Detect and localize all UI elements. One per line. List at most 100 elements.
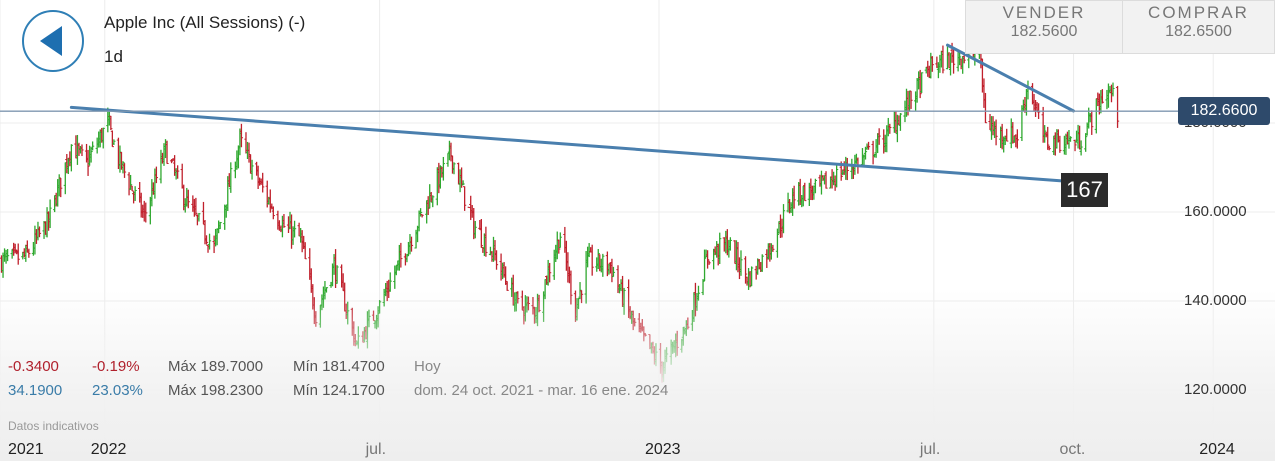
ohlc-bar bbox=[760, 254, 764, 272]
range-change-pct: 23.03% bbox=[92, 382, 143, 399]
buy-label: COMPRAR bbox=[1148, 3, 1249, 22]
ohlc-bar bbox=[431, 195, 435, 208]
ohlc-bar bbox=[303, 242, 307, 260]
ohlc-bar bbox=[728, 237, 732, 251]
interval-label[interactable]: 1d bbox=[104, 47, 123, 66]
ohlc-bar bbox=[548, 262, 552, 283]
disclaimer-text: Datos indicativos bbox=[8, 419, 99, 433]
ohlc-bar bbox=[1090, 110, 1094, 135]
ohlc-bar bbox=[463, 186, 467, 211]
ohlc-bar bbox=[494, 250, 499, 270]
ohlc-bar bbox=[130, 185, 134, 192]
ohlc-bar bbox=[109, 115, 113, 131]
y-tick-label: 160.0000 bbox=[1184, 203, 1247, 220]
ohlc-bar bbox=[918, 69, 922, 99]
ohlc-bar bbox=[122, 163, 127, 178]
ohlc-bar bbox=[792, 185, 796, 209]
buy-price: 182.6500 bbox=[1165, 23, 1232, 40]
ohlc-bar bbox=[803, 182, 807, 202]
ohlc-bar bbox=[409, 236, 414, 252]
ohlc-bar bbox=[218, 221, 222, 230]
ohlc-bar bbox=[739, 250, 743, 276]
ohlc-bar bbox=[194, 197, 198, 216]
ohlc-bar bbox=[813, 178, 817, 194]
ohlc-bar bbox=[702, 249, 707, 282]
ohlc-bar bbox=[16, 243, 20, 265]
ohlc-bar bbox=[835, 163, 839, 188]
ohlc-bar bbox=[112, 139, 116, 145]
ohlc-bar bbox=[707, 260, 711, 265]
stats-overlay bbox=[0, 290, 1275, 461]
ohlc-bar bbox=[718, 232, 722, 264]
ohlc-bar bbox=[1046, 126, 1050, 150]
ohlc-bar bbox=[419, 208, 423, 217]
ohlc-bar bbox=[473, 221, 477, 239]
ohlc-bar bbox=[781, 204, 786, 234]
today-change-pct: -0.19% bbox=[92, 358, 140, 375]
ohlc-bar bbox=[743, 256, 748, 284]
buy-button[interactable]: COMPRAR 182.6500 bbox=[1122, 0, 1275, 54]
ohlc-bar bbox=[176, 165, 180, 179]
ohlc-bar bbox=[69, 144, 73, 172]
ohlc-bar bbox=[824, 171, 828, 189]
ohlc-bar bbox=[452, 162, 456, 175]
ohlc-bar bbox=[133, 186, 137, 201]
ohlc-bar bbox=[771, 244, 775, 252]
ohlc-bar bbox=[207, 233, 212, 250]
back-button[interactable] bbox=[22, 10, 84, 72]
today-period: Hoy bbox=[414, 358, 441, 375]
back-arrow-icon bbox=[40, 26, 62, 56]
ohlc-bar bbox=[48, 199, 52, 229]
ohlc-bar bbox=[399, 242, 403, 268]
ohlc-bar bbox=[941, 45, 945, 74]
ohlc-bar bbox=[590, 244, 594, 276]
ohlc-bar bbox=[80, 144, 84, 157]
y-tick-label: 120.0000 bbox=[1184, 381, 1247, 398]
ohlc-bar bbox=[871, 140, 875, 165]
range-max: Máx 198.2300 bbox=[168, 382, 264, 399]
ohlc-bar bbox=[1079, 140, 1083, 156]
level-label-tag: 167 bbox=[1061, 173, 1108, 207]
trendlines bbox=[69, 43, 1076, 184]
ohlc-bar bbox=[750, 266, 754, 287]
ohlc-bar bbox=[1058, 135, 1062, 153]
instrument-title: Apple Inc (All Sessions) (-) bbox=[104, 13, 306, 32]
ohlc-bar bbox=[951, 47, 956, 74]
ohlc-bar bbox=[930, 56, 934, 72]
ohlc-bar bbox=[154, 166, 158, 184]
ohlc-bar bbox=[165, 140, 169, 165]
ohlc-bar bbox=[37, 226, 42, 238]
ohlc-bar bbox=[86, 149, 90, 176]
ohlc-bar bbox=[239, 123, 244, 148]
ohlc-bar bbox=[1005, 128, 1009, 142]
sell-price: 182.5600 bbox=[1010, 23, 1078, 40]
ohlc-bar bbox=[479, 218, 483, 248]
ohlc-bar bbox=[705, 250, 710, 269]
range-change: 34.1900 bbox=[8, 382, 63, 399]
ohlc-bar bbox=[101, 127, 105, 149]
range-period: dom. 24 oct. 2021 - mar. 16 ene. 2024 bbox=[414, 382, 669, 399]
ohlc-bar bbox=[1084, 133, 1088, 152]
today-max: Máx 189.7000 bbox=[168, 358, 264, 375]
ohlc-bar bbox=[1047, 145, 1051, 151]
ohlc-bar bbox=[983, 92, 988, 124]
ohlc-bar bbox=[229, 162, 233, 193]
ohlc-bar bbox=[27, 248, 31, 258]
range-min: Mín 124.1700 bbox=[293, 382, 385, 399]
ohlc-bar bbox=[438, 165, 442, 189]
ohlc-bar bbox=[601, 253, 605, 277]
ohlc-bar bbox=[5, 248, 10, 262]
ohlc-bar bbox=[558, 232, 562, 249]
ohlc-bar bbox=[461, 180, 465, 186]
ohlc-bar bbox=[282, 214, 286, 228]
x-tick-label: 2021 bbox=[8, 441, 44, 458]
ohlc-bar bbox=[144, 202, 148, 223]
x-tick-label: 2023 bbox=[644, 441, 681, 458]
sell-label: VENDER bbox=[1002, 3, 1086, 22]
sell-button[interactable]: VENDER 182.5600 bbox=[965, 0, 1123, 54]
ohlc-bar bbox=[441, 156, 445, 181]
today-min: Mín 181.4700 bbox=[293, 358, 385, 375]
x-tick-label: jul. bbox=[365, 441, 387, 458]
trendline bbox=[945, 43, 1076, 113]
ohlc-bar bbox=[888, 123, 892, 134]
